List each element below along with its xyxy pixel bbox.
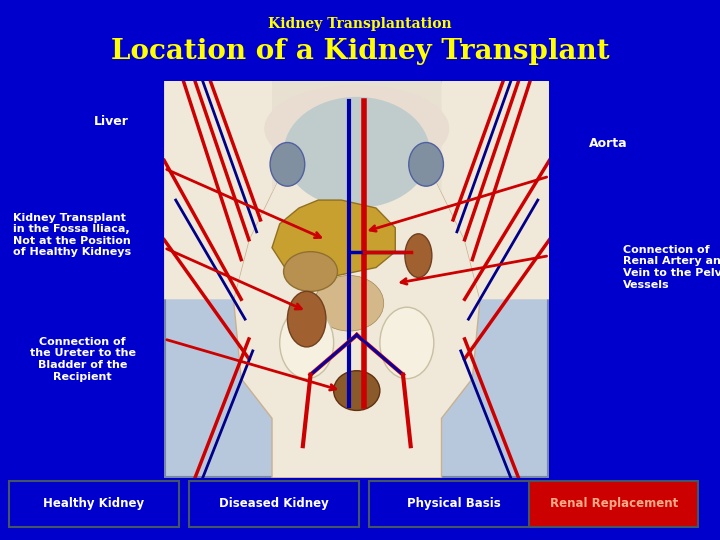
Text: Kidney Transplant
in the Fossa Iliaca,
Not at the Position
of Healthy Kidneys: Kidney Transplant in the Fossa Iliaca, N…	[13, 213, 131, 257]
Text: Healthy Kidney: Healthy Kidney	[43, 497, 145, 510]
Text: Diseased Kidney: Diseased Kidney	[219, 497, 329, 510]
Ellipse shape	[405, 234, 432, 278]
Ellipse shape	[284, 97, 430, 208]
FancyBboxPatch shape	[529, 481, 698, 526]
Text: Connection of
Renal Artery and
Vein to the Pelvic
Vessels: Connection of Renal Artery and Vein to t…	[623, 245, 720, 289]
FancyBboxPatch shape	[369, 481, 539, 526]
Text: Location of a Kidney Transplant: Location of a Kidney Transplant	[111, 38, 609, 65]
Ellipse shape	[409, 143, 444, 186]
Text: Physical Basis: Physical Basis	[407, 497, 501, 510]
Text: Aorta: Aorta	[589, 137, 628, 150]
Polygon shape	[233, 113, 480, 478]
Polygon shape	[426, 81, 549, 299]
Ellipse shape	[279, 307, 333, 379]
Ellipse shape	[270, 143, 305, 186]
Polygon shape	[272, 200, 395, 280]
FancyBboxPatch shape	[189, 481, 359, 526]
Ellipse shape	[333, 371, 380, 410]
Text: Renal Replacement: Renal Replacement	[549, 497, 678, 510]
Text: Kidney Transplantation: Kidney Transplantation	[268, 17, 452, 31]
FancyBboxPatch shape	[9, 481, 179, 526]
Text: Connection of
the Ureter to the
Bladder of the
Recipient: Connection of the Ureter to the Bladder …	[30, 337, 136, 381]
Ellipse shape	[287, 292, 326, 347]
Polygon shape	[164, 81, 287, 299]
Polygon shape	[272, 81, 441, 192]
Text: Liver: Liver	[94, 115, 129, 128]
Ellipse shape	[315, 275, 384, 331]
Ellipse shape	[264, 85, 449, 172]
Ellipse shape	[284, 252, 338, 292]
Ellipse shape	[380, 307, 433, 379]
